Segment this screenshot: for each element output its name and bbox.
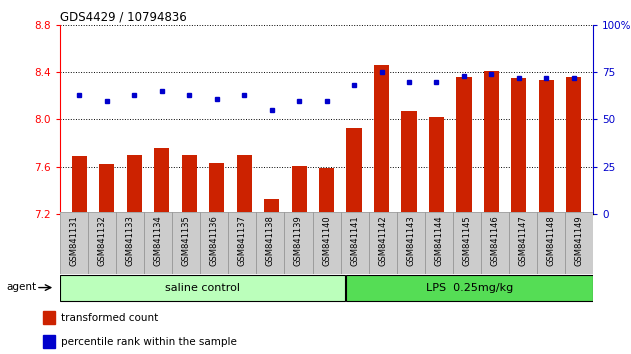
Text: agent: agent [6, 282, 36, 292]
Text: GSM841149: GSM841149 [575, 216, 584, 266]
Bar [567, 77, 581, 214]
Text: GSM841137: GSM841137 [238, 216, 247, 266]
Bar [200, 212, 228, 274]
Text: GSM841136: GSM841136 [209, 216, 219, 266]
Bar [374, 65, 389, 214]
Bar [539, 80, 554, 214]
Text: GSM841146: GSM841146 [490, 216, 499, 266]
Bar [509, 212, 537, 274]
Text: GSM841140: GSM841140 [322, 216, 331, 266]
Bar [429, 117, 444, 214]
Bar [537, 212, 565, 274]
Bar [209, 163, 224, 214]
Bar [144, 212, 172, 274]
Text: GSM841143: GSM841143 [406, 216, 415, 266]
Bar [319, 168, 334, 214]
Bar [481, 212, 509, 274]
Bar [292, 166, 307, 214]
Text: GSM841145: GSM841145 [463, 216, 471, 266]
Text: GSM841133: GSM841133 [126, 216, 134, 266]
Bar [116, 212, 144, 274]
Bar [397, 212, 425, 274]
Text: GSM841131: GSM841131 [69, 216, 78, 266]
Text: GSM841142: GSM841142 [378, 216, 387, 266]
Text: transformed count: transformed count [61, 313, 158, 323]
Text: GSM841144: GSM841144 [434, 216, 444, 266]
Bar [484, 71, 499, 214]
Bar [43, 335, 56, 348]
Bar [565, 212, 593, 274]
Bar [453, 212, 481, 274]
Bar [369, 212, 397, 274]
Bar [228, 212, 256, 274]
Text: GSM841148: GSM841148 [546, 216, 555, 266]
Text: GSM841141: GSM841141 [350, 216, 359, 266]
Text: percentile rank within the sample: percentile rank within the sample [61, 337, 237, 347]
Bar [256, 212, 285, 274]
Bar [346, 275, 593, 301]
Text: LPS  0.25mg/kg: LPS 0.25mg/kg [426, 282, 513, 292]
Bar [43, 311, 56, 324]
Bar [425, 212, 453, 274]
Bar [72, 156, 86, 214]
Text: saline control: saline control [165, 282, 240, 292]
Text: GSM841132: GSM841132 [98, 216, 107, 266]
Text: GSM841147: GSM841147 [519, 216, 528, 266]
Text: GDS4429 / 10794836: GDS4429 / 10794836 [60, 11, 187, 24]
Text: GSM841135: GSM841135 [182, 216, 191, 266]
Bar [88, 212, 116, 274]
Bar [341, 212, 369, 274]
Bar [60, 275, 345, 301]
Bar [285, 212, 312, 274]
Bar [127, 155, 142, 214]
Bar [456, 77, 471, 214]
Bar [312, 212, 341, 274]
Text: GSM841138: GSM841138 [266, 216, 275, 266]
Bar [264, 199, 279, 214]
Text: GSM841139: GSM841139 [294, 216, 303, 266]
Bar [154, 148, 169, 214]
Bar [99, 165, 114, 214]
Bar [511, 78, 526, 214]
Text: GSM841134: GSM841134 [154, 216, 163, 266]
Bar [182, 155, 197, 214]
Bar [401, 111, 416, 214]
Bar [172, 212, 200, 274]
Bar [237, 155, 252, 214]
Bar [346, 128, 362, 214]
Bar [60, 212, 88, 274]
